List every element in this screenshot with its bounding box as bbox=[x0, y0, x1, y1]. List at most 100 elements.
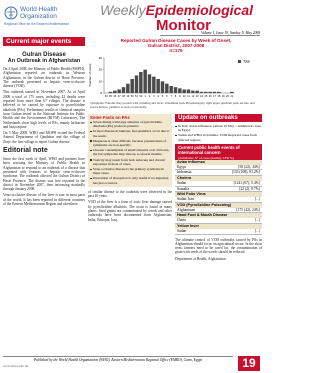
issue-number: 19 bbox=[238, 356, 260, 371]
bar bbox=[156, 79, 160, 93]
text: The ultimate control of VOD outbreaks ca… bbox=[175, 237, 262, 255]
url: www.emro.who.int bbox=[3, 364, 29, 368]
events-heading: Current public health events of internat… bbox=[175, 143, 262, 156]
facts-box: Some Facts on PAs Seven dining with larg… bbox=[88, 114, 172, 187]
banner: Current major events bbox=[3, 37, 85, 46]
office: Regional Office for the Eastern Mediterr… bbox=[4, 22, 69, 26]
text: On 5 May 2008, WHO and MOPH visited the … bbox=[3, 131, 85, 144]
x-tick-label: 48 bbox=[122, 94, 125, 98]
bar bbox=[108, 91, 113, 93]
disease: Hand Foot & Mouth Disease bbox=[175, 213, 262, 219]
country: Sudan, Iran bbox=[177, 197, 194, 202]
bar bbox=[117, 89, 121, 93]
text: Department of Health, Afghanistan bbox=[175, 256, 226, 261]
subheading: An Outbreak in Afghanistan bbox=[7, 58, 81, 64]
count: [133 (108), 81.2%] bbox=[231, 170, 260, 175]
country: Indonesia bbox=[177, 170, 192, 175]
bar bbox=[130, 79, 134, 93]
bar bbox=[186, 89, 191, 93]
count: [1241 (67), 5.4%] bbox=[233, 181, 260, 185]
bar bbox=[230, 91, 234, 93]
bar bbox=[217, 91, 221, 93]
x-tick-label: 2 bbox=[149, 94, 151, 98]
right-column: Update on outbreaks In Iran: Avian influ… bbox=[175, 114, 262, 354]
events-note: [cumulative N° of cases (deaths), CFR %] bbox=[175, 155, 262, 160]
updates-paragraphs: The ultimate control of VOD outbreaks ca… bbox=[175, 238, 262, 261]
event-row: Sudan [...] bbox=[175, 229, 262, 235]
bar bbox=[143, 69, 147, 93]
page: World Health Organization Regional Offic… bbox=[3, 2, 262, 371]
x-tick-label: 44 bbox=[105, 94, 108, 98]
text: On 2 April 2008, the Ministry of Public … bbox=[3, 67, 85, 89]
bar bbox=[173, 87, 178, 93]
bar bbox=[204, 91, 208, 93]
bar bbox=[199, 91, 204, 93]
x-tick-label: 8 bbox=[175, 94, 177, 98]
bar bbox=[165, 83, 169, 93]
x-tick-label: 17 bbox=[213, 94, 216, 98]
text: Toxicity may result from both subacute a… bbox=[90, 158, 170, 166]
monitor: Monitor bbox=[156, 17, 211, 34]
text: Since the first week of April, WHO and p… bbox=[3, 157, 85, 192]
text: In Iran: Avian influenza, patient 19 May… bbox=[175, 124, 262, 132]
country: Somalia bbox=[177, 186, 190, 191]
bar bbox=[208, 91, 212, 93]
country: Sudan bbox=[177, 228, 187, 233]
bar bbox=[169, 86, 173, 93]
count: [50 (22), 44%] bbox=[238, 164, 260, 169]
bar bbox=[113, 90, 117, 93]
x-tick-label: 18 bbox=[217, 94, 220, 98]
x-tick-label: 6 bbox=[166, 94, 168, 98]
event-row: Somalia [22 (2), 8.7%] bbox=[175, 187, 262, 193]
y-tick-label: 0 bbox=[100, 91, 102, 95]
title: Reported Gulran Disease Cases by Week of… bbox=[120, 38, 232, 43]
subtitle: Gulran District, 2007-2008 bbox=[147, 43, 205, 49]
count: [...] bbox=[254, 197, 260, 202]
text: Sudan and WHO in Somalia: VOD Reported c… bbox=[175, 133, 262, 142]
updates-items: In Iran: Avian influenza, patient 19 May… bbox=[175, 124, 262, 142]
bar bbox=[212, 91, 217, 93]
y-label: Number of cases bbox=[88, 63, 92, 86]
text: In most disease in humans, fast quantiti… bbox=[90, 129, 170, 138]
publisher: Published by the World Health Organizati… bbox=[3, 356, 233, 362]
text: This outbreak started in November 2007. … bbox=[3, 90, 85, 129]
event-row: Sudan [1241 (67), 5.4%] bbox=[175, 181, 262, 187]
x-tick-label: 52 bbox=[139, 94, 142, 98]
x-tick-label: 49 bbox=[126, 94, 129, 98]
x-tick-label: 7 bbox=[170, 94, 172, 98]
who-logo bbox=[4, 6, 18, 20]
count: [175 (42), 24%] bbox=[236, 207, 260, 212]
text: Chronic consumption of small amounts ove… bbox=[90, 148, 170, 156]
bar bbox=[178, 88, 182, 93]
legend-swatch bbox=[238, 60, 241, 63]
weekly: Weekly bbox=[100, 2, 146, 18]
editorial: Since the first week of April, WHO and p… bbox=[3, 157, 85, 206]
text: of similar disease to the outbreak were … bbox=[88, 189, 172, 199]
event-row: Indonesia [133 (108), 81.2%] bbox=[175, 170, 262, 176]
text: Veno-occlusive disease is the primary sy… bbox=[90, 167, 170, 175]
count: [...] bbox=[254, 228, 260, 233]
text: VOD of the liver is a form of toxic live… bbox=[88, 200, 172, 222]
n: n=175 bbox=[169, 48, 183, 54]
text: Veno-occlusive disease of the liver is r… bbox=[3, 193, 85, 207]
epi: Epidemiological bbox=[145, 2, 254, 18]
event-row: Afghanistan [175 (42), 24%] bbox=[175, 208, 262, 214]
event-row: China [...] bbox=[175, 218, 262, 224]
editorial-heading: Editorial note bbox=[3, 147, 48, 155]
x-tick-label: 50 bbox=[131, 94, 134, 98]
bar bbox=[147, 74, 152, 93]
bar bbox=[160, 81, 165, 93]
bar bbox=[191, 90, 195, 93]
updates-heading: Update on outbreaks bbox=[175, 114, 262, 122]
bar bbox=[139, 72, 143, 93]
x-tick-label: 3 bbox=[153, 94, 155, 98]
x-tick-label: 45 bbox=[109, 94, 112, 98]
events-table: Avian influenza Egypt [50 (22), 44%] Indone… bbox=[175, 159, 262, 235]
x-tick-label: 20 bbox=[226, 94, 229, 98]
y-tick-label: 10 bbox=[99, 79, 103, 83]
text: Seven dining with large amounts of pyrro… bbox=[90, 120, 170, 128]
country: Egypt bbox=[177, 164, 186, 169]
middle-column: Some Facts on PAs Seven dining with larg… bbox=[88, 114, 172, 354]
bar bbox=[126, 83, 130, 93]
